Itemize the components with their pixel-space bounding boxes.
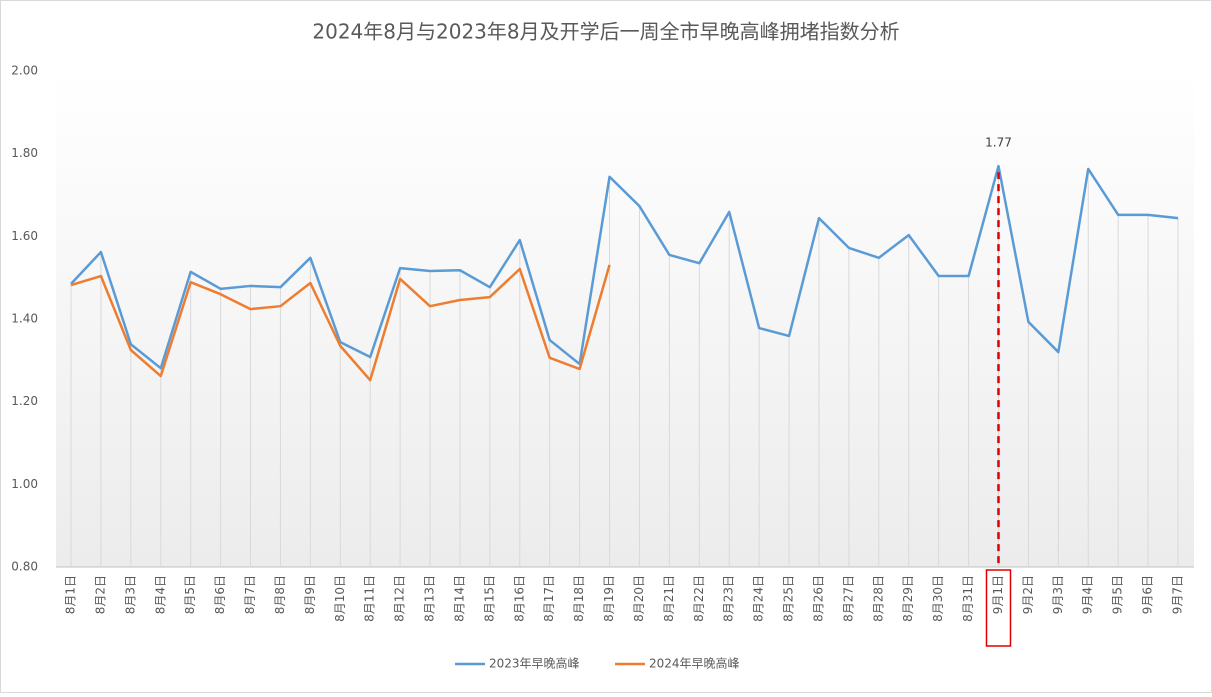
x-tick-label: 9月4日 [1081, 575, 1095, 614]
x-tick-label: 9月5日 [1111, 575, 1125, 614]
x-tick-label: 8月17日 [542, 575, 556, 622]
x-tick-label: 9月3日 [1051, 575, 1065, 614]
x-tick-label: 9月2日 [1021, 575, 1035, 614]
x-tick-label: 9月6日 [1141, 575, 1155, 614]
x-tick-label: 8月12日 [393, 575, 407, 622]
x-tick-label: 8月20日 [632, 575, 646, 622]
x-tick-label: 8月3日 [123, 575, 137, 614]
x-tick-label: 9月1日 [991, 575, 1005, 614]
x-tick-label: 8月14日 [452, 575, 466, 622]
legend-label: 2024年早晚高峰 [649, 656, 740, 671]
x-tick-label: 8月2日 [93, 575, 107, 614]
legend-label: 2023年早晚高峰 [489, 656, 580, 671]
x-tick-label: 8月28日 [871, 575, 885, 622]
x-tick-label: 8月4日 [153, 575, 167, 614]
x-tick-label: 8月1日 [64, 575, 78, 614]
highlight-box [985, 569, 1012, 647]
x-tick-label: 8月16日 [512, 575, 526, 622]
x-tick-label: 8月5日 [183, 575, 197, 614]
x-tick-label: 8月24日 [752, 575, 766, 622]
x-tick-label: 8月31日 [961, 575, 975, 622]
x-tick-label: 8月21日 [662, 575, 676, 622]
x-tick-label: 8月15日 [482, 575, 496, 622]
y-tick-label: 0.80 [11, 560, 38, 574]
x-tick-label: 8月19日 [602, 575, 616, 622]
x-tick-label: 8月26日 [811, 575, 825, 622]
y-tick-label: 1.00 [11, 477, 38, 491]
x-tick-label: 8月11日 [363, 575, 377, 622]
x-tick-label: 8月22日 [692, 575, 706, 622]
series-line [70, 164, 1179, 370]
y-tick-label: 1.60 [11, 229, 38, 243]
x-tick-label: 8月18日 [572, 575, 586, 622]
y-tick-label: 1.80 [11, 146, 38, 160]
series-line [70, 264, 611, 382]
data-label: 1.77 [985, 136, 1012, 150]
x-tick-label: 8月30日 [931, 575, 945, 622]
x-tick-label: 8月7日 [243, 575, 257, 614]
x-tick-label: 8月13日 [423, 575, 437, 622]
x-tick-label: 8月27日 [841, 575, 855, 622]
x-tick-label: 9月7日 [1171, 575, 1185, 614]
chart-title: 2024年8月与2023年8月及开学后一周全市早晚高峰拥堵指数分析 [312, 20, 899, 44]
x-tick-label: 8月9日 [303, 575, 317, 614]
y-tick-label: 1.20 [11, 394, 38, 408]
y-tick-label: 1.40 [11, 312, 38, 326]
y-tick-label: 2.00 [11, 64, 38, 78]
x-tick-label: 8月8日 [273, 575, 287, 614]
x-tick-label: 8月10日 [333, 575, 347, 622]
x-tick-label: 8月25日 [782, 575, 796, 622]
plot-area [56, 71, 1194, 567]
x-tick-label: 8月23日 [722, 575, 736, 622]
x-tick-label: 8月29日 [901, 575, 915, 622]
x-tick-label: 8月6日 [213, 575, 227, 614]
